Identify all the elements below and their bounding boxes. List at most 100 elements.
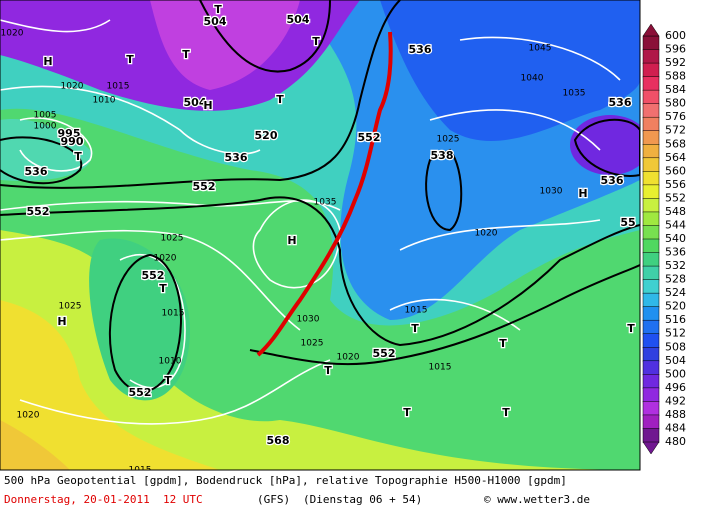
colorbar-swatch <box>642 211 660 227</box>
colorbar-label: 580 <box>665 97 686 110</box>
map-label: 1015 <box>107 82 130 92</box>
colorbar-label: 500 <box>665 367 686 380</box>
footer-model: (GFS) <box>257 493 290 506</box>
colorbar-label: 596 <box>665 43 686 56</box>
footer-run: (Dienstag 06 + 54) <box>303 493 422 506</box>
map-label: T <box>182 48 190 61</box>
colorbar-label: 588 <box>665 70 686 83</box>
map-label: 552 <box>358 131 381 144</box>
colorbar-swatch <box>642 333 660 349</box>
area-yellowgreen <box>0 230 640 470</box>
map-label: 504 <box>204 15 227 28</box>
contour <box>108 253 182 393</box>
map-label: 552 <box>129 386 152 399</box>
trough-axis <box>256 31 393 357</box>
isobar <box>429 109 601 151</box>
map-label: 1020 <box>1 29 24 39</box>
colorbar-swatch <box>642 319 660 335</box>
map-label: 536 <box>409 43 432 56</box>
map-label: 1025 <box>437 135 460 145</box>
map-label: 1010 <box>93 96 116 106</box>
colorbar-swatch <box>642 49 660 64</box>
map-label: H <box>57 315 66 328</box>
colorbar-label: 576 <box>665 110 686 123</box>
colorbar-label: 560 <box>665 164 686 177</box>
contour <box>199 0 331 73</box>
map-label: 1015 <box>162 309 185 319</box>
map-label: H <box>203 99 212 112</box>
map-label: 552 <box>373 347 396 360</box>
map-label: 990 <box>61 135 84 148</box>
colorbar-label: 528 <box>665 273 686 286</box>
colorbar-label: 592 <box>665 56 686 69</box>
map-label: T <box>312 35 320 48</box>
colorbar-label: 480 <box>665 435 686 448</box>
map-label: 1000 <box>34 122 57 132</box>
colorbar-label: 488 <box>665 408 686 421</box>
map-label: 552 <box>193 180 216 193</box>
area-trough <box>89 238 190 401</box>
map-label: 1035 <box>314 198 337 208</box>
map-label: 536 <box>601 174 624 187</box>
colorbar-label: 516 <box>665 313 686 326</box>
contour <box>249 264 640 366</box>
colorbar-swatch <box>642 428 660 443</box>
colorbar-label: 544 <box>665 218 686 231</box>
area-low-east <box>570 115 640 175</box>
map-label: T <box>74 150 82 163</box>
colorbar-swatch <box>642 171 660 186</box>
contour <box>0 0 401 189</box>
isobar <box>399 219 601 251</box>
isobar <box>389 298 521 331</box>
isobar <box>0 229 301 331</box>
map-label: 552 <box>142 269 165 282</box>
colorbar-label: 564 <box>665 151 686 164</box>
map-label: 1005 <box>34 111 57 121</box>
map-label: 1020 <box>17 411 40 421</box>
contour <box>0 196 640 347</box>
colorbar-label: 532 <box>665 259 686 272</box>
map-label: 995 <box>58 127 81 140</box>
map-label: 1015 <box>405 306 428 316</box>
colorbar-swatch <box>642 76 660 91</box>
colorbar-label: 496 <box>665 381 686 394</box>
isobar <box>19 117 93 172</box>
colorbar-label: 540 <box>665 232 686 245</box>
colorbar-swatch <box>642 360 660 376</box>
map-label: 1015 <box>129 466 152 476</box>
map-label: T <box>164 374 172 387</box>
map-label: 1010 <box>159 357 182 367</box>
map-label: 1015 <box>429 363 452 373</box>
colorbar-swatch <box>642 292 660 308</box>
isobar <box>0 85 261 155</box>
map-label: 1030 <box>297 315 320 325</box>
map-label: T <box>159 282 167 295</box>
colorbar-swatch <box>642 414 660 430</box>
map-label: 538 <box>431 149 454 162</box>
colorbar-label: 536 <box>665 246 686 259</box>
map-frame <box>0 0 641 471</box>
colorbar-label: 504 <box>665 354 686 367</box>
colorbar-label: 548 <box>665 205 686 218</box>
colorbar-swatch <box>642 89 660 105</box>
colorbar-swatch <box>642 198 660 213</box>
colorbar-label: 584 <box>665 83 686 96</box>
colorbar-swatch <box>642 306 660 321</box>
colorbar-swatch <box>642 116 660 132</box>
colorbar-swatch <box>642 238 660 254</box>
colorbar-label: 524 <box>665 286 686 299</box>
colorbar-label: 600 <box>665 29 686 42</box>
colorbar-label: 556 <box>665 178 686 191</box>
map-label: 1035 <box>563 89 586 99</box>
map-label: T <box>502 406 510 419</box>
colorbar-swatch <box>642 144 660 159</box>
colorbar-swatch <box>642 387 660 403</box>
colorbar-label: 512 <box>665 327 686 340</box>
footer-date: Donnerstag, 20-01-2011 12 UTC <box>4 493 203 506</box>
contour <box>573 118 640 177</box>
area-orange <box>0 420 70 470</box>
map-label: T <box>214 3 222 16</box>
area-magenta <box>150 0 300 90</box>
